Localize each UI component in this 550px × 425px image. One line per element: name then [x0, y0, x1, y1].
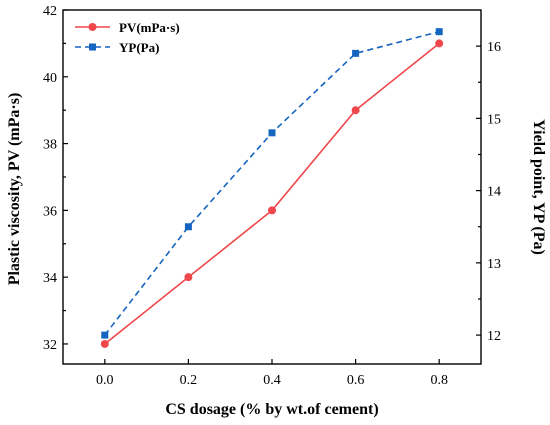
data-point — [435, 28, 443, 36]
y-left-tick-label: 34 — [43, 271, 57, 286]
x-tick-label: 0.4 — [263, 373, 281, 388]
series-line-PV(mPa·s) — [104, 42, 440, 345]
y-right-tick-label: 12 — [487, 329, 501, 344]
chart-marks — [100, 28, 444, 348]
legend-label: YP(Pa) — [119, 40, 159, 55]
data-point — [435, 39, 444, 48]
x-tick-label: 0.6 — [347, 373, 365, 388]
x-tick-label: 0.0 — [96, 373, 114, 388]
y-right-tick-label: 15 — [487, 112, 501, 127]
data-point — [352, 49, 360, 57]
legend: PV(mPa·s) YP(Pa) — [75, 20, 180, 55]
y-axis-right-label: Yield point, YP (Pa) — [530, 119, 547, 255]
data-point — [100, 339, 109, 348]
series-line-YP(Pa) — [104, 30, 440, 336]
y-left-tick-label: 32 — [43, 338, 57, 353]
y-right-tick-label: 14 — [487, 185, 501, 200]
y-left-tick-label: 40 — [43, 71, 57, 86]
legend-label: PV(mPa·s) — [119, 20, 180, 35]
legend-marker — [88, 23, 97, 31]
y-left-tick-label: 36 — [43, 204, 57, 219]
data-point — [184, 273, 193, 282]
data-point — [268, 129, 276, 137]
plot-frame — [62, 9, 482, 365]
axis-ticks: 0.0 0.2 0.4 0.6 0.8 32 34 36 38 40 42 12 13 14 15 16 — [43, 4, 501, 388]
y-axis-left-label: Plastic viscosity, PV (mPa·s) — [6, 93, 23, 286]
x-tick-label: 0.2 — [180, 373, 198, 388]
data-point — [268, 206, 276, 215]
y-left-tick-label: 38 — [43, 138, 57, 153]
y-right-tick-label: 13 — [487, 257, 501, 272]
y-right-tick-label: 16 — [487, 40, 501, 55]
data-point — [184, 223, 192, 231]
data-point — [101, 331, 109, 339]
x-axis-label: CS dosage (% by wt.of cement) — [165, 401, 378, 418]
data-point — [351, 106, 360, 115]
plot-area — [62, 9, 482, 365]
x-tick-label: 0.8 — [430, 373, 448, 388]
legend-marker — [89, 43, 96, 51]
y-left-tick-label: 42 — [43, 4, 57, 19]
